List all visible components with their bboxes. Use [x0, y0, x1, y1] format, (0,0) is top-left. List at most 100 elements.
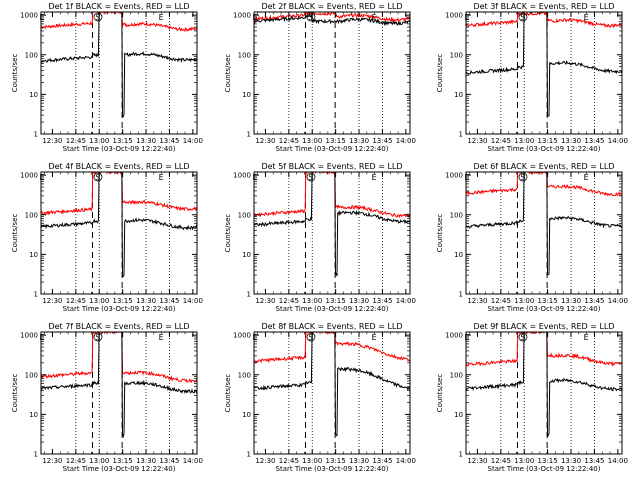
- panel-title: Det 6f BLACK = Events, RED = LLD: [473, 162, 614, 171]
- saa-marker: S: [520, 333, 525, 342]
- x-tick-label: 12:30: [255, 297, 275, 305]
- x-tick-label: 13:45: [159, 137, 179, 145]
- eclipse-marker: E: [252, 13, 257, 22]
- plot-frame: [465, 171, 623, 295]
- y-axis-label: Counts/sec: [224, 54, 232, 93]
- saa-marker: S: [308, 13, 313, 22]
- eclipse-marker: E: [252, 333, 257, 342]
- saa-marker: S: [520, 173, 525, 182]
- saa-marker: S: [520, 13, 525, 22]
- saa-marker: S: [95, 13, 100, 22]
- x-tick-label: 13:00: [514, 457, 534, 465]
- x-tick-label: 12:45: [491, 297, 511, 305]
- plot-frame: [40, 11, 198, 135]
- saa-marker-circle: [518, 332, 528, 342]
- y-tick-label: 1000: [233, 172, 251, 180]
- panel-title: Det 8f BLACK = Events, RED = LLD: [261, 322, 402, 331]
- y-tick-label: 100: [238, 371, 251, 379]
- plot-frame: [465, 331, 623, 455]
- x-axis-label: Start Time (03-Oct-09 12:22:40): [276, 145, 389, 153]
- panel-title: Det 7f BLACK = Events, RED = LLD: [48, 322, 189, 331]
- x-tick-label: 13:30: [349, 137, 369, 145]
- x-tick-label: 12:45: [66, 137, 86, 145]
- lld-series-line: [466, 172, 622, 197]
- lld-series-line: [466, 12, 622, 29]
- x-tick-label: 13:30: [136, 137, 156, 145]
- y-tick-label: 10: [454, 91, 463, 99]
- x-tick-label: 13:00: [89, 297, 109, 305]
- x-tick-label: 13:45: [584, 137, 604, 145]
- plot-frame: [465, 11, 623, 135]
- events-series-line: [466, 172, 622, 276]
- x-tick-label: 13:30: [561, 137, 581, 145]
- x-tick-label: 12:45: [66, 297, 86, 305]
- panel-7: Det 7f BLACK = Events, RED = LLD 1 10 100 10…: [11, 322, 203, 473]
- y-tick-label: 1: [459, 451, 463, 459]
- x-tick-label: 13:30: [349, 457, 369, 465]
- x-tick-label: 13:30: [561, 297, 581, 305]
- eclipse-marker: E: [39, 173, 44, 182]
- plot-frame: [253, 11, 411, 135]
- y-tick-label: 10: [242, 91, 251, 99]
- eclipse-marker: E: [159, 13, 164, 22]
- y-tick-label: 1000: [233, 332, 251, 340]
- events-series-line: [466, 12, 622, 117]
- x-tick-label: 13:00: [302, 137, 322, 145]
- eclipse-marker: E: [39, 13, 44, 22]
- y-tick-label: 1000: [445, 12, 463, 20]
- x-tick-label: 14:00: [396, 457, 416, 465]
- y-axis-label: Counts/sec: [436, 214, 444, 253]
- y-tick-label: 1000: [20, 172, 38, 180]
- saa-marker: S: [95, 333, 100, 342]
- events-series-line: [41, 12, 197, 118]
- events-series-line: [254, 172, 410, 277]
- eclipse-marker: E: [584, 173, 589, 182]
- x-tick-label: 13:15: [538, 297, 558, 305]
- y-tick-label: 100: [25, 51, 38, 59]
- x-axis-label: Start Time (03-Oct-09 12:22:40): [63, 465, 176, 473]
- x-tick-label: 13:15: [538, 137, 558, 145]
- y-tick-label: 10: [29, 91, 38, 99]
- saa-marker-circle: [93, 12, 103, 22]
- y-tick-label: 1: [459, 291, 463, 299]
- events-series-line: [41, 172, 197, 278]
- x-tick-label: 13:15: [326, 457, 346, 465]
- y-tick-label: 10: [29, 411, 38, 419]
- x-axis-label: Start Time (03-Oct-09 12:22:40): [488, 465, 601, 473]
- x-tick-label: 13:15: [326, 137, 346, 145]
- x-tick-label: 13:45: [372, 137, 392, 145]
- x-tick-label: 12:45: [279, 457, 299, 465]
- y-tick-label: 1: [34, 451, 38, 459]
- y-tick-label: 100: [238, 211, 251, 219]
- eclipse-marker: E: [39, 333, 44, 342]
- panel-6: Det 6f BLACK = Events, RED = LLD 1 10 100 10…: [436, 162, 628, 313]
- panel-1: Det 1f BLACK = Events, RED = LLD 1 10 100 10…: [11, 2, 203, 153]
- x-tick-label: 13:30: [349, 297, 369, 305]
- x-tick-label: 13:45: [159, 457, 179, 465]
- y-tick-label: 1000: [20, 12, 38, 20]
- y-tick-label: 1: [247, 291, 251, 299]
- y-tick-label: 1: [34, 131, 38, 139]
- eclipse-marker: E: [584, 333, 589, 342]
- panel-3: Det 3f BLACK = Events, RED = LLD 1 10 100 10…: [436, 2, 628, 153]
- saa-marker-circle: [93, 172, 103, 182]
- x-tick-label: 13:15: [538, 457, 558, 465]
- events-series-line: [254, 12, 410, 27]
- saa-marker: S: [308, 173, 313, 182]
- plot-frame: [40, 171, 198, 295]
- x-tick-label: 12:45: [279, 297, 299, 305]
- panel-title: Det 5f BLACK = Events, RED = LLD: [261, 162, 402, 171]
- x-tick-label: 12:30: [255, 457, 275, 465]
- y-tick-label: 100: [25, 371, 38, 379]
- x-tick-label: 13:15: [326, 297, 346, 305]
- saa-marker: S: [308, 333, 313, 342]
- y-tick-label: 10: [242, 411, 251, 419]
- lld-series-line: [466, 332, 622, 367]
- saa-marker-circle: [306, 12, 316, 22]
- panel-title: Det 1f BLACK = Events, RED = LLD: [48, 2, 189, 11]
- x-tick-label: 13:00: [89, 137, 109, 145]
- y-tick-label: 1000: [233, 12, 251, 20]
- lld-series-line: [254, 332, 410, 364]
- x-tick-label: 12:30: [467, 457, 487, 465]
- x-tick-label: 14:00: [183, 457, 203, 465]
